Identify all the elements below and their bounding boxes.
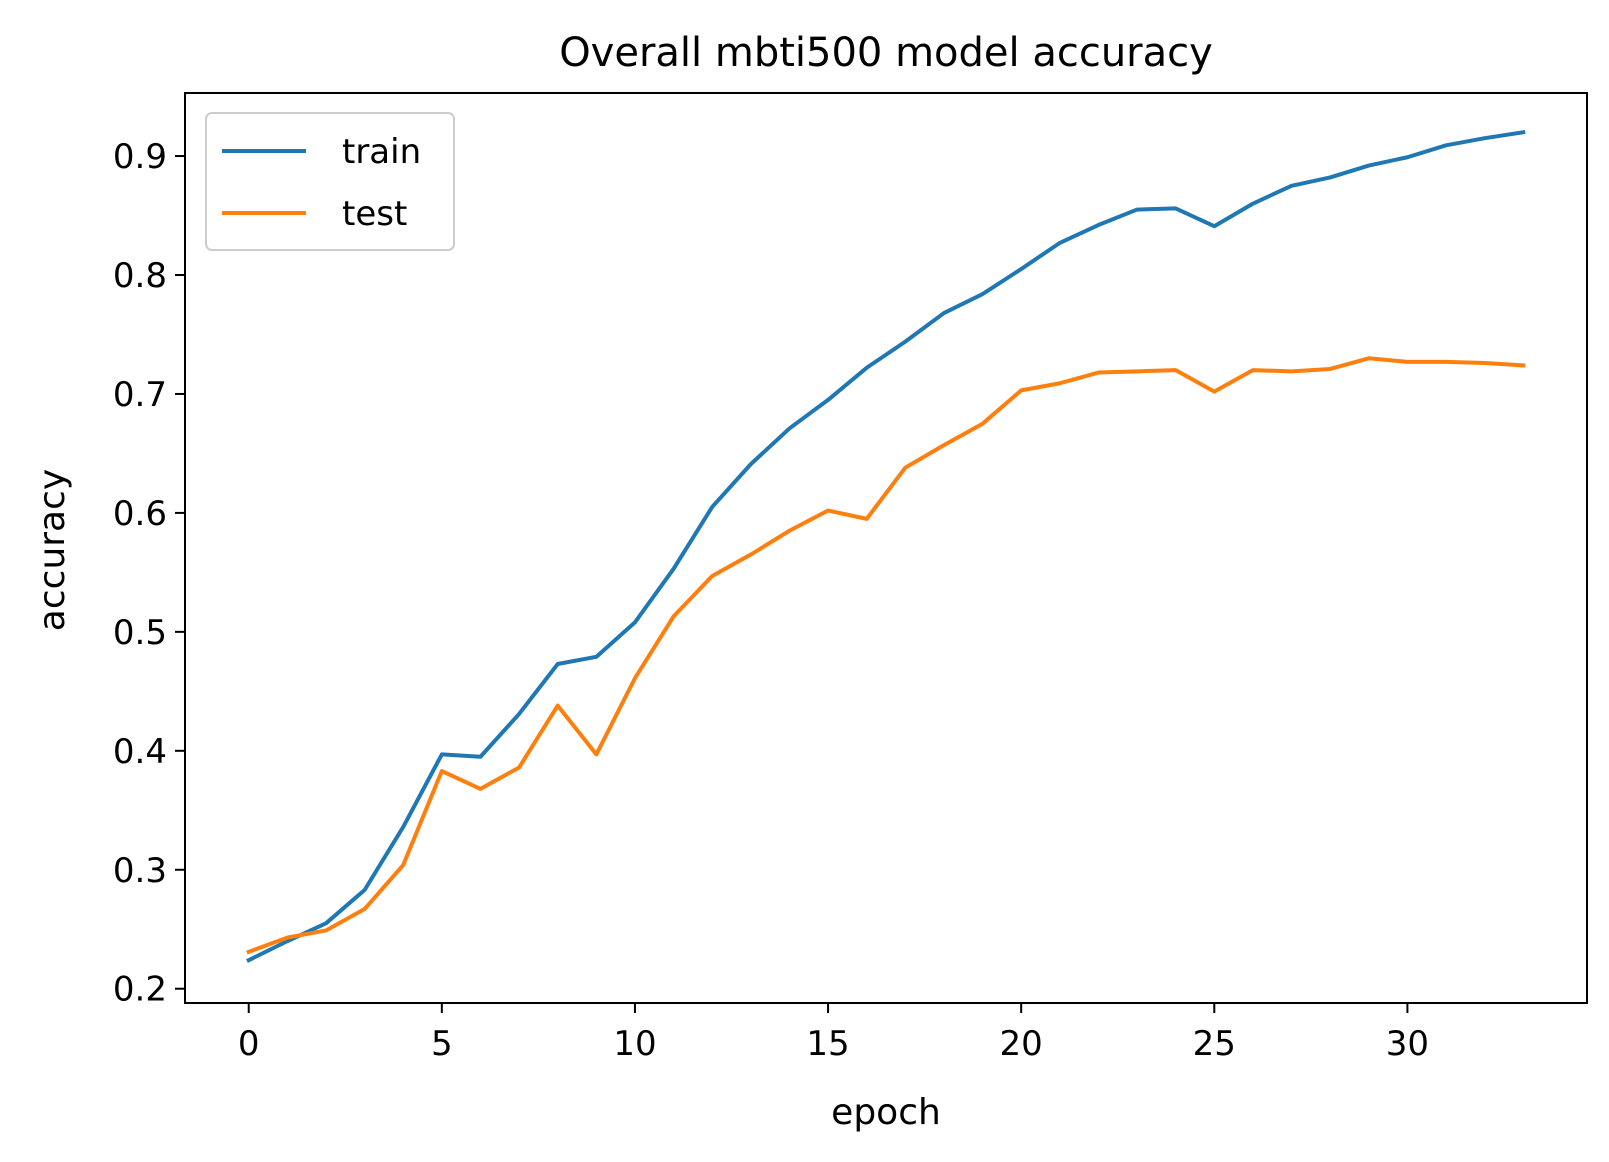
y-axis-label: accuracy <box>32 469 73 631</box>
plot-area <box>246 129 1526 963</box>
y-tick-label: 0.4 <box>113 732 167 772</box>
series-line-test <box>246 356 1526 955</box>
y-tick-label: 0.7 <box>113 375 167 415</box>
y-tick-label: 0.9 <box>113 137 167 177</box>
legend-box <box>205 112 455 251</box>
y-tick-label: 0.8 <box>113 256 167 296</box>
x-tick-label: 15 <box>806 1024 849 1064</box>
x-axis-label: epoch <box>831 1092 941 1133</box>
x-tick-label: 5 <box>431 1024 453 1064</box>
chart-title: Overall mbti500 model accuracy <box>559 30 1213 76</box>
legend: train test <box>205 112 455 251</box>
x-tick-label: 20 <box>1000 1024 1043 1064</box>
y-tick-label: 0.5 <box>113 613 167 653</box>
x-tick-label: 0 <box>238 1024 260 1064</box>
y-axis: 0.2 0.3 0.4 0.5 0.6 0.7 0.8 0.9 <box>113 137 185 1010</box>
x-tick-label: 10 <box>613 1024 656 1064</box>
legend-label-test: test <box>342 194 407 234</box>
y-tick-label: 0.2 <box>113 970 167 1010</box>
y-tick-label: 0.3 <box>113 851 167 891</box>
series-line-train <box>246 129 1526 963</box>
x-tick-label: 25 <box>1193 1024 1236 1064</box>
y-tick-label: 0.6 <box>113 494 167 534</box>
legend-label-train: train <box>342 132 421 172</box>
x-axis: 0 5 10 15 20 25 30 <box>238 1003 1429 1064</box>
plot-frame <box>184 92 1588 1004</box>
x-tick-label: 30 <box>1386 1024 1429 1064</box>
